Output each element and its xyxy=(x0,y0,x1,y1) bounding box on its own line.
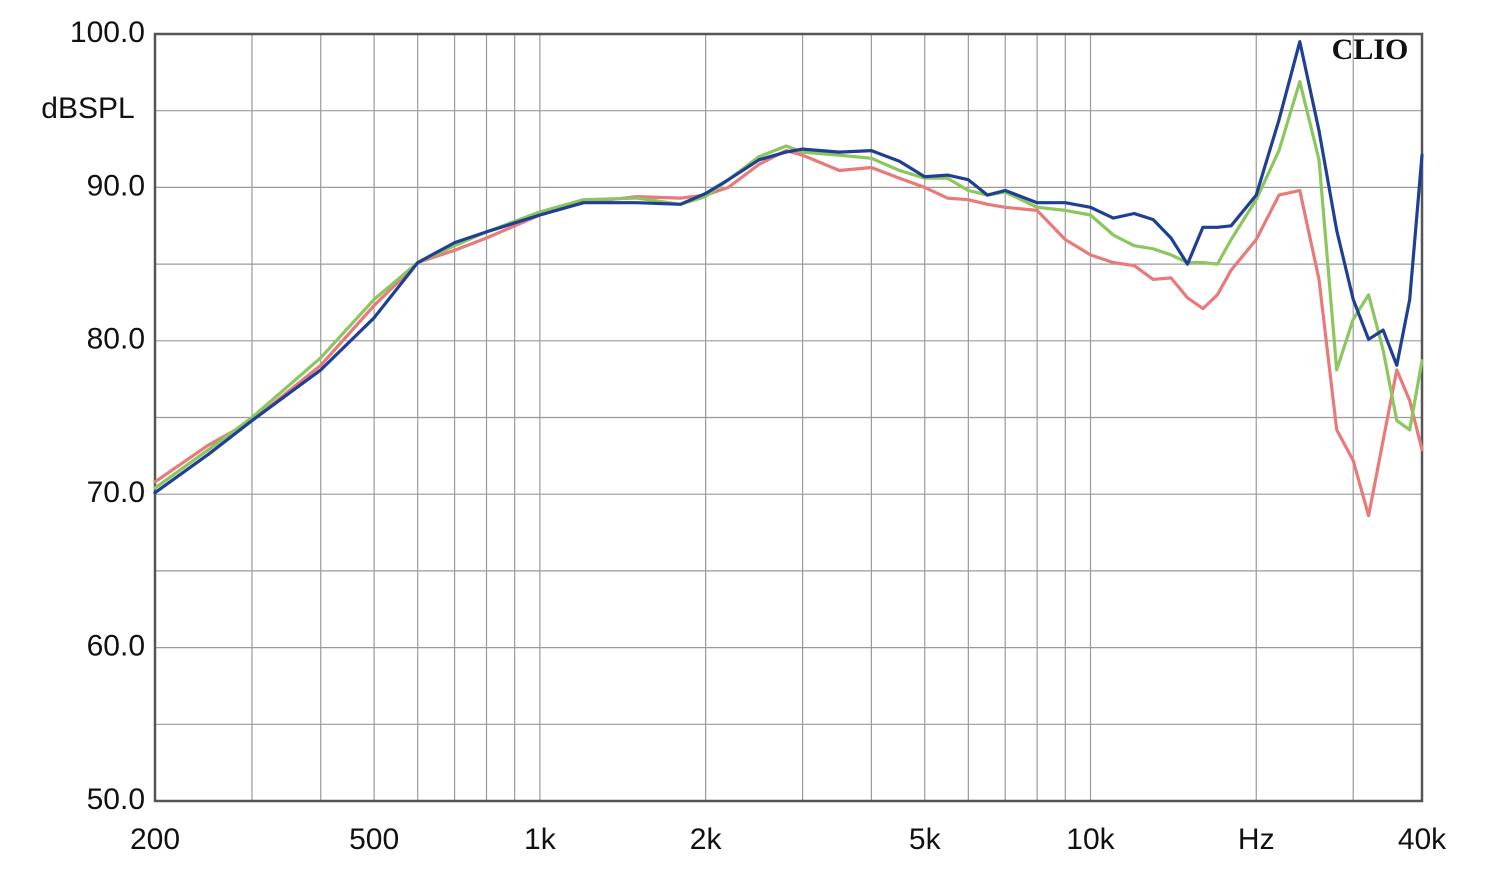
x-tick-label: Hz xyxy=(1238,823,1275,856)
x-tick-label: 40k xyxy=(1398,823,1447,856)
x-tick-label: 200 xyxy=(130,823,180,856)
y-tick-label: 50.0 xyxy=(87,783,145,816)
y-tick-label: 70.0 xyxy=(87,476,145,509)
y-tick-label: 60.0 xyxy=(87,630,145,663)
line-series xyxy=(153,40,1424,495)
y-tick-label: 80.0 xyxy=(87,323,145,356)
y-tick-label: 100.0 xyxy=(70,16,145,49)
x-tick-label: 1k xyxy=(524,823,557,856)
y-tick-label: 90.0 xyxy=(87,169,145,202)
x-tick-label: 2k xyxy=(690,823,723,856)
plot-frame xyxy=(153,32,1424,803)
x-tick-label: 500 xyxy=(349,823,399,856)
grid xyxy=(154,33,1423,802)
line-series xyxy=(153,80,1424,490)
x-tick-label: 10k xyxy=(1066,823,1115,856)
x-tick-label: 5k xyxy=(909,823,942,856)
overlay: 50.0 60.0 70.0 80.0 90.0 100.0 200 500 1k 2k 5k 10k… xyxy=(70,16,1447,856)
annotation: CLIO xyxy=(1332,33,1409,66)
y-axis-label: dBSPL xyxy=(41,92,134,125)
line-series xyxy=(153,149,1424,518)
